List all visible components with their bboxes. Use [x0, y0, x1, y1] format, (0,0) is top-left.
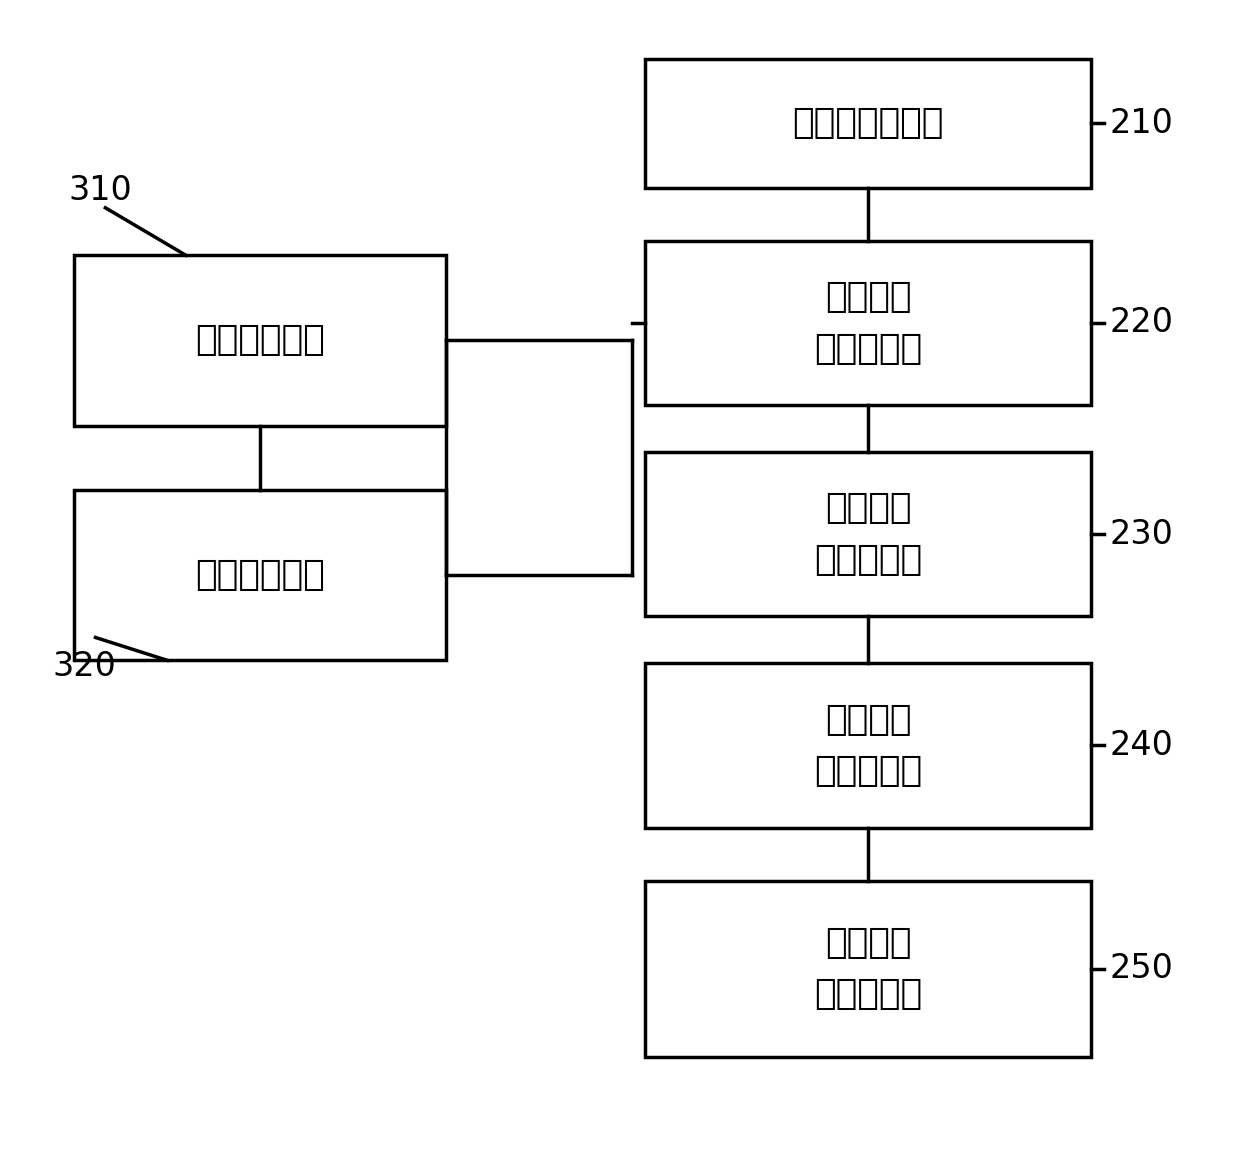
Bar	[74, 491, 446, 661]
Text: 误差速度: 误差速度	[825, 703, 911, 736]
Bar	[645, 880, 1091, 1057]
Bar	[645, 663, 1091, 828]
Text: 320: 320	[52, 650, 117, 683]
Bar	[645, 59, 1091, 188]
Text: 场获取模块: 场获取模块	[813, 978, 923, 1011]
Text: 210: 210	[1110, 107, 1174, 140]
Text: 310: 310	[68, 174, 131, 207]
Text: 240: 240	[1110, 729, 1174, 762]
Bar	[74, 256, 446, 426]
Text: 第二速度: 第二速度	[825, 492, 911, 525]
Bar	[645, 452, 1091, 616]
Text: 第一速度: 第一速度	[825, 281, 911, 313]
Text: 值获取模块: 值获取模块	[813, 544, 923, 576]
Text: 值获取模块: 值获取模块	[813, 332, 923, 365]
Text: 地质统层模块: 地质统层模块	[196, 324, 325, 357]
Text: 构造解释模块: 构造解释模块	[196, 559, 325, 592]
Bar	[645, 241, 1091, 405]
Text: 230: 230	[1110, 518, 1174, 551]
Text: 场构建模块: 场构建模块	[813, 755, 923, 788]
Text: 220: 220	[1110, 306, 1174, 339]
Text: 目标速度: 目标速度	[825, 926, 911, 959]
Text: 速度值计算模块: 速度值计算模块	[792, 107, 944, 140]
Text: 250: 250	[1110, 952, 1174, 985]
